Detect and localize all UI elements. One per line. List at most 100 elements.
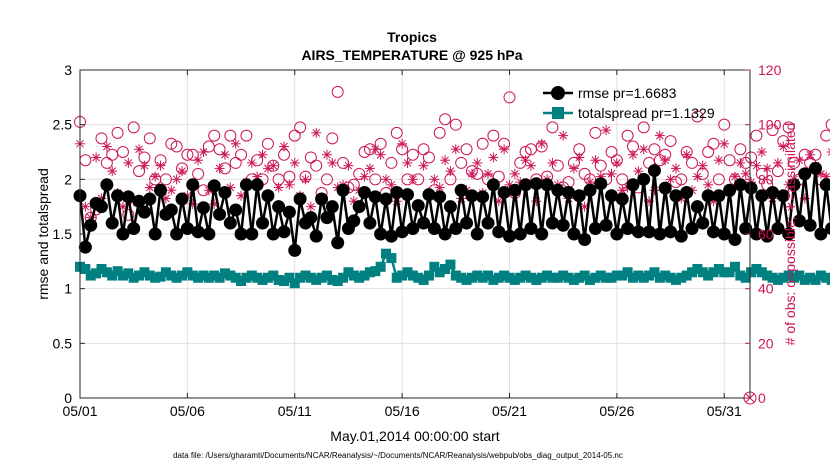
totalspread-point — [767, 272, 778, 283]
rmse-point — [293, 192, 307, 206]
rmse-point — [417, 216, 431, 230]
assimilated-obs-point — [289, 157, 300, 168]
rmse-point — [798, 167, 812, 181]
assimilated-obs-point — [440, 155, 451, 166]
totalspread-point — [724, 267, 735, 278]
rmse-point — [680, 185, 694, 199]
assimilated-obs-point — [273, 182, 284, 193]
rmse-point — [121, 190, 135, 204]
rmse-point — [132, 194, 146, 208]
rmse-point — [647, 164, 661, 178]
rmse-point — [325, 200, 339, 214]
totalspread-point — [397, 270, 408, 281]
possible-obs-point — [621, 129, 634, 142]
rmse-point — [288, 243, 302, 257]
y-tick-label-left: 3 — [64, 62, 72, 78]
totalspread-point — [525, 272, 536, 283]
totalspread-point — [144, 270, 155, 281]
assimilated-obs-point — [418, 160, 429, 171]
possible-obs-point — [143, 132, 156, 145]
rmse-point — [111, 189, 125, 203]
totalspread-point — [418, 274, 429, 285]
totalspread-point — [660, 270, 671, 281]
rmse-point — [696, 216, 710, 230]
totalspread-point — [611, 270, 622, 281]
rmse-point — [803, 218, 817, 232]
possible-obs-point — [181, 148, 194, 161]
possible-obs-point — [637, 121, 650, 134]
assimilated-obs-point — [219, 149, 230, 160]
totalspread-point — [230, 272, 241, 283]
possible-obs-point — [186, 148, 199, 161]
possible-obs-point — [261, 137, 274, 150]
rmse-point — [583, 183, 597, 197]
assimilated-obs-point — [327, 157, 338, 168]
rmse-point — [358, 185, 372, 199]
rmse-point — [556, 218, 570, 232]
assimilated-obs-point — [568, 163, 579, 174]
assimilated-obs-point — [751, 160, 762, 171]
totalspread-point — [193, 272, 204, 283]
totalspread-point — [536, 272, 547, 283]
rmse-point — [728, 232, 742, 246]
rmse-point — [610, 227, 624, 241]
possible-obs-point — [487, 129, 500, 142]
totalspread-point — [386, 253, 397, 264]
totalspread-point — [375, 261, 386, 272]
rmse-point — [814, 227, 828, 241]
assimilated-obs-point — [713, 155, 724, 166]
rmse-point — [771, 222, 785, 236]
assimilated-obs-point — [703, 179, 714, 190]
rmse-point — [78, 240, 92, 254]
assimilated-obs-point — [171, 174, 182, 185]
rmse-point — [497, 185, 511, 199]
totalspread-point — [252, 272, 263, 283]
chart-subtitle: AIRS_TEMPERATURE @ 925 hPa — [301, 47, 522, 63]
totalspread-point — [203, 272, 214, 283]
totalspread-point — [354, 272, 365, 283]
possible-obs-point — [476, 137, 489, 150]
totalspread-point — [579, 270, 590, 281]
assimilated-obs-point — [756, 147, 767, 157]
totalspread-point — [601, 272, 612, 283]
possible-obs-point — [374, 137, 387, 150]
totalspread-point — [429, 261, 440, 272]
legend: rmse pr=1.6683 totalspread pr=1.1329 — [543, 85, 715, 121]
rmse-point — [218, 185, 232, 199]
y-tick-label-right: 40 — [758, 281, 774, 297]
totalspread-point — [697, 267, 708, 278]
possible-obs-point — [122, 208, 135, 221]
assimilated-obs-point — [488, 152, 499, 163]
rmse-point — [315, 192, 329, 206]
possible-obs-point — [820, 129, 830, 142]
assimilated-obs-point — [166, 185, 177, 196]
totalspread-point — [445, 259, 456, 270]
totalspread-point — [295, 272, 306, 283]
assimilated-obs-point — [735, 157, 746, 168]
rmse-point — [105, 216, 119, 230]
totalspread-point — [713, 263, 724, 274]
assimilated-obs-point — [305, 201, 316, 212]
totalspread-point — [112, 266, 123, 277]
possible-obs-point — [417, 143, 430, 156]
possible-obs-point — [240, 129, 253, 142]
totalspread-point — [209, 270, 220, 281]
rmse-point — [379, 192, 393, 206]
assimilated-obs-point — [279, 141, 290, 152]
possible-obs-point — [288, 129, 301, 142]
rmse-point — [470, 227, 484, 241]
rmse-point — [352, 200, 366, 214]
possible-obs-point — [165, 137, 178, 150]
rmse-point — [545, 216, 559, 230]
totalspread-point — [574, 272, 585, 283]
totalspread-point — [166, 270, 177, 281]
possible-obs-point — [755, 167, 768, 180]
totalspread-point — [273, 274, 284, 285]
assimilated-obs-point — [364, 163, 375, 174]
assimilated-obs-point — [590, 155, 601, 166]
totalspread-point — [391, 272, 402, 283]
possible-obs-point — [369, 173, 382, 186]
totalspread-point — [472, 270, 483, 281]
totalspread-point — [134, 270, 145, 281]
rmse-point — [787, 178, 801, 192]
